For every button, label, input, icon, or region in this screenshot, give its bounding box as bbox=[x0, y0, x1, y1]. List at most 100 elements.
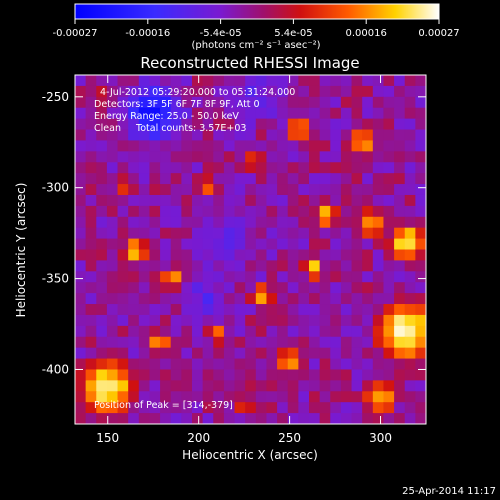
heatmap-cell bbox=[245, 391, 257, 403]
heatmap-cell bbox=[85, 184, 97, 196]
heatmap-cell bbox=[192, 391, 204, 403]
heatmap-cell bbox=[351, 96, 363, 109]
heatmap-cell bbox=[415, 413, 426, 424]
heatmap-cell bbox=[234, 75, 246, 87]
heatmap-cell bbox=[138, 314, 151, 327]
heatmap-cell bbox=[298, 96, 310, 109]
heatmap-cell bbox=[96, 413, 108, 424]
heatmap-cell bbox=[106, 107, 119, 120]
heatmap-cell bbox=[128, 238, 140, 251]
heatmap-cell bbox=[415, 369, 426, 381]
heatmap-cell bbox=[319, 325, 331, 338]
heatmap-cell bbox=[277, 358, 289, 371]
heatmap-cell bbox=[394, 238, 406, 251]
heatmap-cell bbox=[287, 173, 299, 185]
heatmap-cell bbox=[277, 173, 289, 185]
heatmap-cell bbox=[340, 402, 353, 414]
heatmap-cell bbox=[330, 293, 342, 305]
heatmap-cell bbox=[245, 314, 257, 327]
heatmap-cell bbox=[160, 325, 172, 338]
heatmap-cell bbox=[255, 293, 268, 305]
heatmap-cell bbox=[170, 293, 182, 305]
heatmap-cell bbox=[117, 336, 129, 349]
heatmap-cell bbox=[181, 107, 193, 120]
heatmap-cell bbox=[96, 358, 108, 371]
heatmap-cell bbox=[149, 184, 161, 196]
heatmap-cell bbox=[266, 75, 278, 87]
heatmap-cell bbox=[319, 260, 331, 272]
heatmap-cell bbox=[404, 85, 416, 98]
heatmap-cell bbox=[128, 194, 140, 207]
heatmap-cell bbox=[298, 402, 310, 414]
heatmap-cell bbox=[309, 260, 321, 272]
heatmap-cell bbox=[202, 413, 214, 424]
heatmap-cell bbox=[96, 184, 108, 196]
heatmap-cell bbox=[383, 402, 395, 414]
heatmap-cell bbox=[330, 96, 342, 109]
heatmap-cell bbox=[351, 380, 363, 392]
heatmap-cell bbox=[394, 216, 406, 229]
heatmap-cell bbox=[372, 271, 385, 283]
heatmap-cell bbox=[128, 413, 140, 424]
heatmap-cell bbox=[255, 162, 268, 174]
heatmap-cell bbox=[372, 293, 385, 305]
heatmap-cell bbox=[287, 325, 299, 338]
heatmap-cell bbox=[404, 391, 416, 403]
heatmap-cell bbox=[202, 194, 214, 207]
colorbar-tick-label: -5.4e-05 bbox=[200, 28, 242, 39]
heatmap-cell bbox=[362, 304, 374, 316]
heatmap-cell bbox=[170, 118, 182, 131]
heatmap-cell bbox=[128, 358, 140, 371]
heatmap-cell bbox=[255, 205, 268, 218]
heatmap-cell bbox=[340, 205, 353, 218]
heatmap-cell bbox=[340, 129, 353, 142]
heatmap-cell bbox=[192, 140, 204, 152]
heatmap-cell bbox=[404, 358, 416, 371]
heatmap-cell bbox=[213, 380, 225, 392]
heatmap-cell bbox=[309, 162, 321, 174]
heatmap-cell bbox=[160, 260, 172, 272]
heatmap-cell bbox=[234, 129, 246, 142]
heatmap-cell bbox=[255, 118, 268, 131]
heatmap-cell bbox=[96, 238, 108, 251]
heatmap-cell bbox=[255, 260, 268, 272]
heatmap-cell bbox=[383, 282, 395, 294]
heatmap-cell bbox=[213, 216, 225, 229]
footer-date: 25-Apr-2014 11:17 bbox=[402, 486, 496, 497]
heatmap-cell bbox=[75, 75, 87, 87]
heatmap-cell bbox=[192, 129, 204, 142]
heatmap-cell bbox=[309, 96, 321, 109]
heatmap-cell bbox=[128, 162, 140, 174]
heatmap-cell bbox=[202, 304, 214, 316]
heatmap-cell bbox=[149, 129, 161, 142]
heatmap-cell bbox=[223, 238, 236, 251]
heatmap-cell bbox=[351, 173, 363, 185]
heatmap-cell bbox=[128, 282, 140, 294]
heatmap-cell bbox=[277, 151, 289, 163]
heatmap-cell bbox=[277, 205, 289, 218]
heatmap-cell bbox=[298, 369, 310, 381]
heatmap-cell bbox=[394, 205, 406, 218]
heatmap-cell bbox=[319, 85, 331, 98]
heatmap-cell bbox=[255, 227, 268, 240]
heatmap-cell bbox=[404, 314, 416, 327]
annotation-clean: Clean Total counts: 3.57E+03 bbox=[94, 123, 246, 134]
heatmap-cell bbox=[298, 325, 310, 338]
heatmap-cell bbox=[223, 96, 236, 109]
heatmap-cell bbox=[362, 129, 374, 142]
heatmap-cell bbox=[85, 282, 97, 294]
heatmap-cell bbox=[309, 75, 321, 87]
heatmap-cell bbox=[170, 402, 182, 414]
heatmap-cell bbox=[330, 227, 342, 240]
colorbar-tick-labels: -0.00027 -0.00016 -5.4e-05 5.4e-05 0.00016 0.… bbox=[53, 28, 460, 39]
heatmap-cell bbox=[245, 293, 257, 305]
heatmap-cell bbox=[266, 173, 278, 185]
heatmap-cell bbox=[160, 96, 172, 109]
heatmap-cell bbox=[160, 129, 172, 142]
heatmap-cell bbox=[351, 282, 363, 294]
heatmap-cell bbox=[170, 238, 182, 251]
heatmap-cell bbox=[277, 75, 289, 87]
heatmap-cell bbox=[234, 85, 246, 98]
heatmap-cell bbox=[255, 184, 268, 196]
heatmap-cell bbox=[298, 358, 310, 371]
